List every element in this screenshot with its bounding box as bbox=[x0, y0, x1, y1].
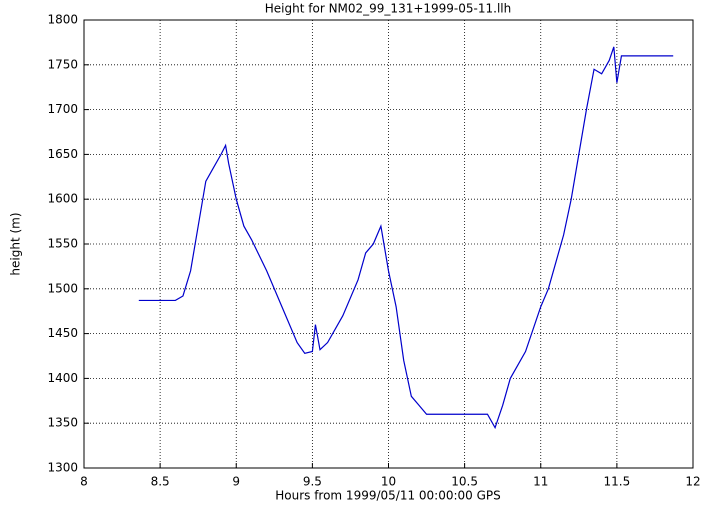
y-tick-label: 1600 bbox=[47, 192, 78, 206]
x-tick-label: 12 bbox=[685, 475, 700, 489]
y-tick-label: 1550 bbox=[47, 237, 78, 251]
x-tick-label: 9.5 bbox=[303, 475, 322, 489]
data-line bbox=[138, 46, 674, 430]
x-axis-label: Hours from 1999/05/11 00:00:00 GPS bbox=[275, 489, 501, 503]
x-tick-label: 8 bbox=[80, 475, 88, 489]
y-tick-label: 1800 bbox=[47, 13, 78, 27]
y-tick-label: 1300 bbox=[47, 461, 78, 475]
x-tick-label: 10.5 bbox=[451, 475, 478, 489]
y-tick-label: 1450 bbox=[47, 326, 78, 340]
y-axis-label: height (m) bbox=[9, 212, 23, 275]
x-tick-label: 8.5 bbox=[151, 475, 170, 489]
x-tick-label: 11 bbox=[533, 475, 548, 489]
y-tick-label: 1650 bbox=[47, 147, 78, 161]
x-tick-label: 10 bbox=[381, 475, 396, 489]
y-tick-label: 1750 bbox=[47, 57, 78, 71]
y-tick-label: 1400 bbox=[47, 371, 78, 385]
y-tick-label: 1350 bbox=[47, 416, 78, 430]
plot-frame bbox=[83, 19, 694, 469]
x-tick-label: 9 bbox=[232, 475, 240, 489]
x-tick-label: 11.5 bbox=[604, 475, 631, 489]
y-tick-label: 1700 bbox=[47, 102, 78, 116]
chart-title: Height for NM02_99_131+1999-05-11.llh bbox=[265, 2, 511, 16]
y-tick-label: 1500 bbox=[47, 281, 78, 295]
